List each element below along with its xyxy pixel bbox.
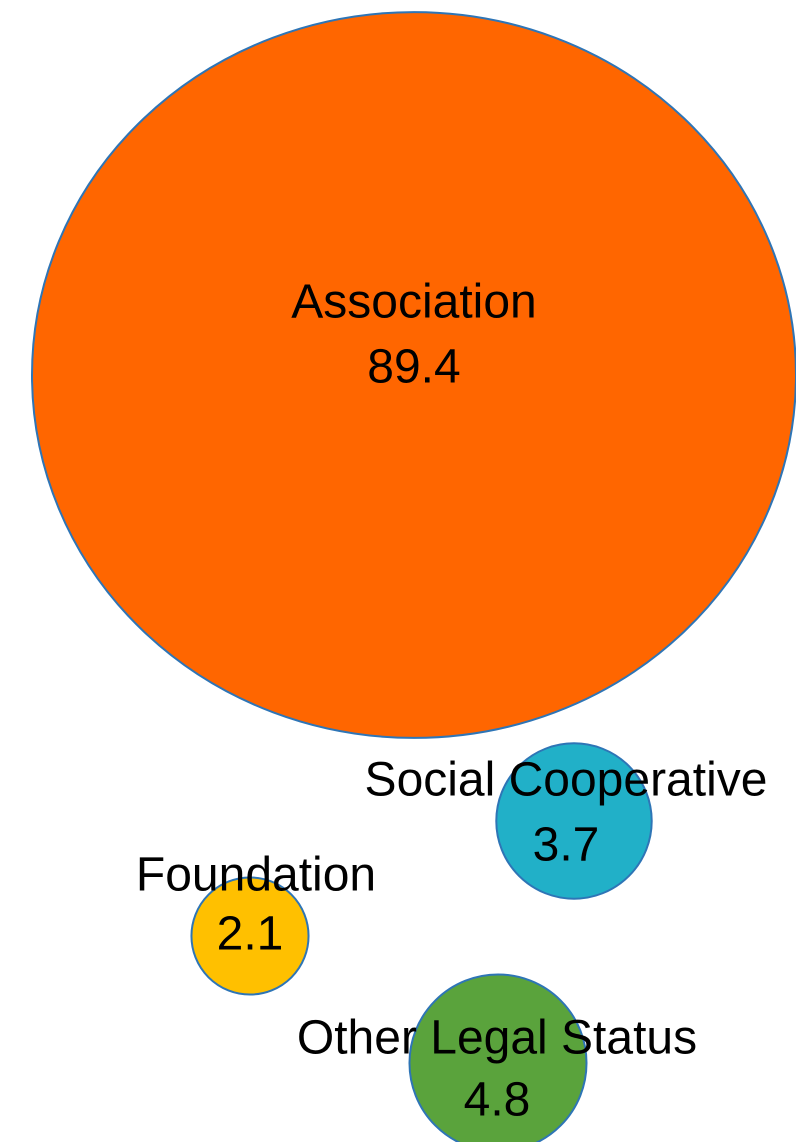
bubble-value-other-legal-status: 4.8	[464, 1074, 531, 1127]
bubble-other-legal-status	[408, 973, 588, 1142]
bubble-label-other-legal-status: Other Legal Status	[297, 1012, 697, 1065]
bubble-social-cooperative	[495, 742, 653, 900]
bubble-label-social-cooperative: Social Cooperative	[365, 754, 768, 807]
bubble-label-foundation: Foundation	[136, 849, 376, 902]
bubble-label-association: Association	[291, 276, 536, 329]
bubble-value-association: 89.4	[367, 341, 460, 394]
bubble-association	[31, 11, 796, 739]
bubble-value-social-cooperative: 3.7	[533, 819, 600, 872]
bubble-value-foundation: 2.1	[217, 908, 284, 961]
bubble-foundation	[190, 876, 310, 996]
